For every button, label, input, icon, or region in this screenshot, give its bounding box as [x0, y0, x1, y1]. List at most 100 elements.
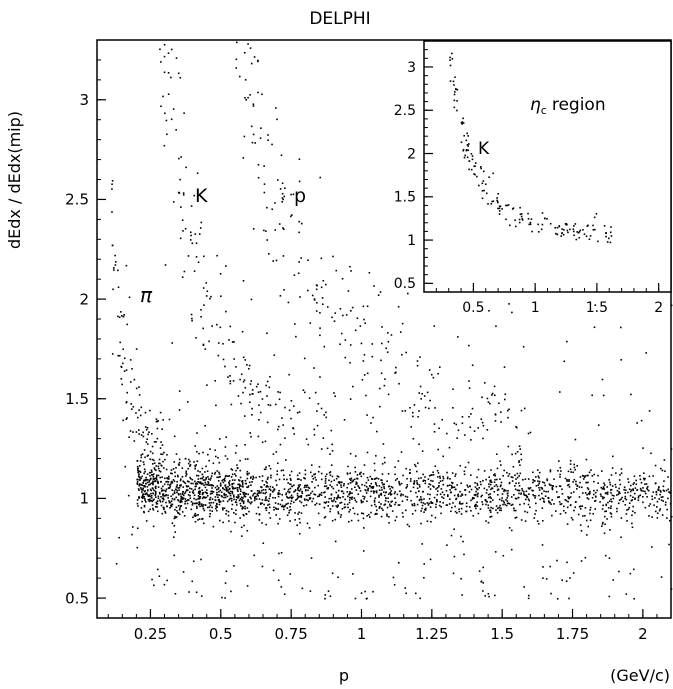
main-point	[278, 518, 281, 520]
main-point	[276, 473, 279, 476]
main-point	[149, 498, 151, 500]
main-point	[230, 403, 233, 406]
main-point	[452, 407, 454, 409]
main-point	[461, 422, 464, 425]
main-point	[336, 496, 338, 499]
main-point	[144, 470, 146, 473]
main-point	[360, 499, 362, 502]
main-point	[165, 480, 167, 483]
main-point	[290, 494, 293, 497]
main-point	[140, 496, 143, 499]
main-point	[327, 487, 330, 489]
main-point	[360, 512, 363, 514]
main-point	[644, 506, 647, 509]
main-point	[277, 428, 279, 431]
main-point	[247, 486, 249, 489]
main-point	[143, 463, 145, 466]
main-point	[495, 453, 498, 455]
main-point	[455, 497, 458, 500]
main-point	[476, 476, 478, 479]
main-point	[521, 488, 523, 490]
main-point	[277, 492, 280, 495]
main-point	[603, 496, 605, 499]
main-point	[477, 512, 480, 515]
main-point	[563, 505, 565, 508]
main-point	[154, 477, 156, 480]
main-point	[303, 486, 306, 489]
main-point	[251, 141, 254, 144]
main-point	[160, 105, 162, 108]
main-point	[460, 495, 462, 497]
main-point	[158, 458, 161, 461]
main-point	[372, 487, 374, 489]
main-point	[186, 489, 188, 491]
main-point	[348, 493, 350, 496]
main-point	[139, 460, 142, 462]
main-point	[418, 499, 421, 502]
main-point	[569, 577, 571, 579]
main-point	[318, 503, 321, 505]
main-point	[314, 493, 317, 496]
main-point	[319, 176, 322, 179]
main-point	[326, 487, 328, 490]
inset-point	[577, 231, 580, 234]
main-point	[578, 496, 581, 498]
main-point	[193, 494, 196, 497]
main-point	[163, 43, 166, 46]
main-point	[195, 591, 198, 594]
main-point	[205, 478, 207, 480]
main-point	[194, 480, 196, 483]
main-point	[152, 473, 155, 475]
main-point	[289, 573, 292, 575]
main-point	[655, 493, 658, 496]
main-point	[639, 478, 642, 481]
main-point	[510, 529, 513, 532]
main-point	[527, 478, 530, 480]
main-point	[181, 475, 184, 478]
main-point	[198, 501, 201, 504]
main-point	[273, 488, 276, 490]
main-point	[222, 521, 224, 524]
main-point	[654, 497, 656, 499]
main-point	[193, 514, 196, 517]
main-point	[304, 484, 306, 487]
main-point	[330, 480, 333, 483]
main-point	[479, 481, 482, 483]
main-point	[322, 303, 324, 306]
main-point	[346, 473, 349, 475]
main-point	[542, 577, 544, 579]
main-point	[630, 489, 633, 491]
main-point	[383, 456, 386, 459]
main-point	[125, 369, 128, 371]
main-point	[573, 466, 576, 469]
main-point	[514, 474, 516, 476]
main-point	[269, 493, 272, 495]
main-point	[209, 496, 212, 499]
main-point	[298, 231, 300, 234]
main-point	[428, 369, 431, 371]
main-point	[448, 446, 451, 449]
main-point	[165, 488, 168, 490]
main-point	[136, 499, 139, 501]
main-point	[235, 469, 237, 472]
main-point	[461, 493, 463, 495]
main-point	[373, 462, 376, 465]
main-point	[392, 576, 395, 579]
main-point	[428, 407, 430, 410]
main-point	[433, 486, 435, 488]
main-point	[183, 112, 185, 114]
main-point	[337, 481, 340, 484]
main-point	[331, 316, 333, 319]
main-point	[222, 481, 225, 484]
main-point	[187, 494, 190, 496]
main-point	[172, 468, 175, 470]
main-point	[176, 489, 178, 492]
main-point	[455, 498, 457, 501]
main-point	[412, 411, 414, 414]
main-point	[290, 399, 293, 402]
main-point	[197, 503, 200, 506]
main-point	[623, 488, 625, 491]
main-point	[152, 481, 154, 484]
inset-point	[479, 166, 482, 168]
inset-point	[527, 212, 529, 215]
